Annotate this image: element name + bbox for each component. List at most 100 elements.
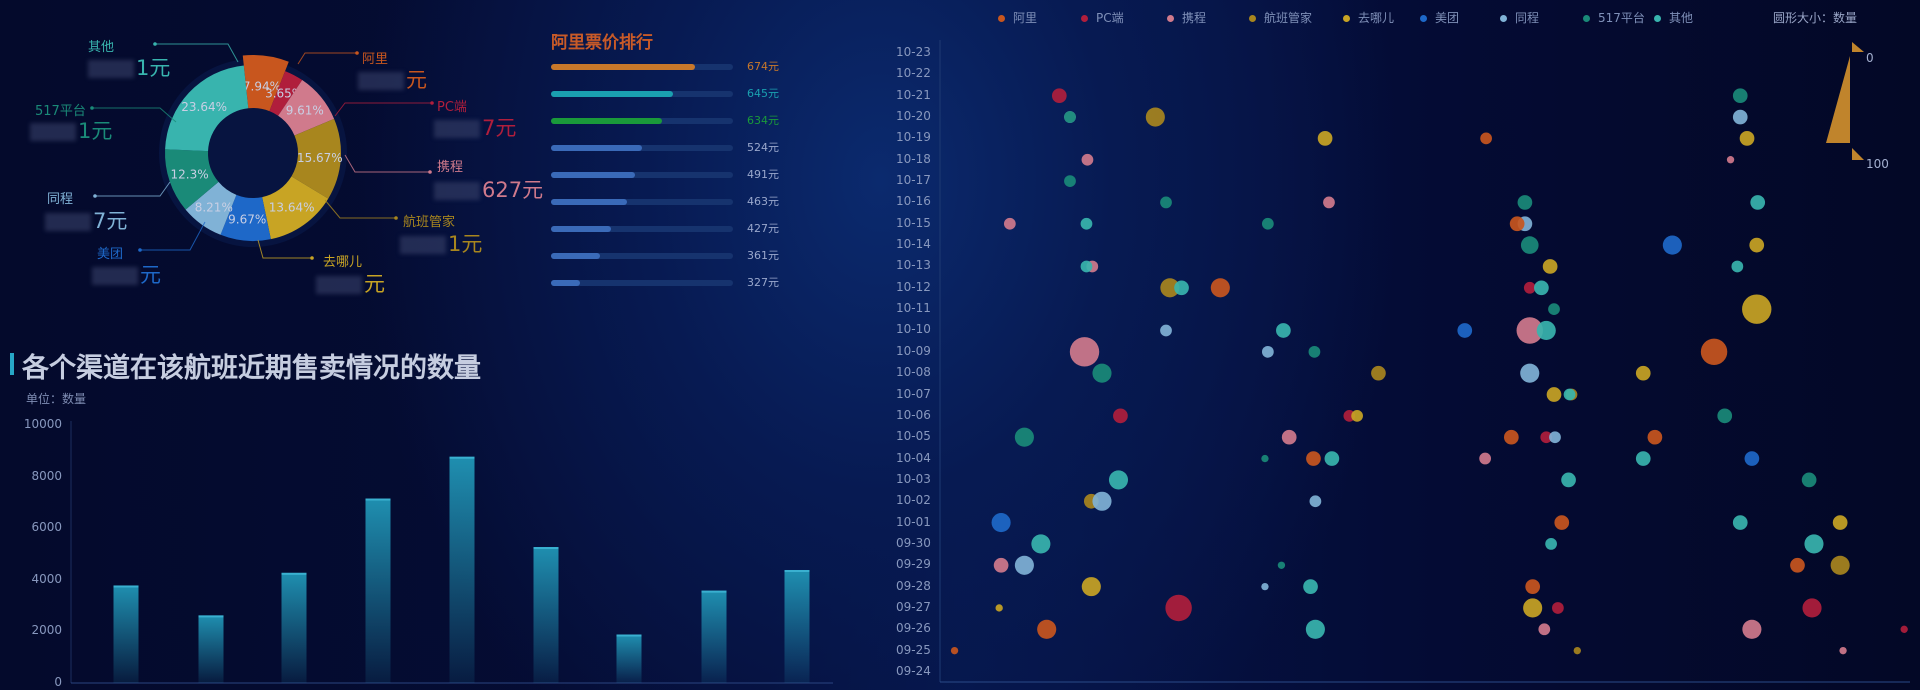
bubble-携程[interactable]	[1538, 623, 1551, 636]
bubble-航班管家[interactable]	[1573, 646, 1581, 655]
legend-item-航班管家[interactable]: 航班管家	[1249, 9, 1312, 26]
bubble-517平台[interactable]	[1801, 472, 1817, 488]
bubble-阿里[interactable]	[1700, 338, 1728, 366]
bubble-阿里[interactable]	[1037, 619, 1057, 639]
donut-slice-阿里[interactable]	[242, 54, 289, 112]
bubble-去哪儿[interactable]	[1832, 515, 1848, 530]
donut-slice-其他[interactable]	[165, 65, 249, 152]
bar[interactable]	[784, 569, 810, 683]
bubble-其他[interactable]	[1635, 451, 1651, 466]
bubble-其他[interactable]	[1031, 534, 1051, 554]
bubble-其他[interactable]	[1536, 320, 1556, 341]
bubble-其他[interactable]	[1108, 470, 1129, 490]
bubble-去哪儿[interactable]	[1635, 365, 1651, 381]
bar[interactable]	[113, 585, 139, 683]
bubble-携程[interactable]	[1003, 217, 1016, 230]
donut-slice-517平台[interactable]	[165, 149, 219, 210]
bubble-美团[interactable]	[1744, 451, 1760, 466]
bubble-阿里[interactable]	[1554, 515, 1570, 530]
bubble-其他[interactable]	[1080, 260, 1093, 273]
bubble-携程[interactable]	[1479, 452, 1492, 465]
legend-item-携程[interactable]: 携程	[1167, 9, 1206, 26]
bar[interactable]	[616, 634, 642, 683]
bubble-517平台[interactable]	[1517, 195, 1533, 210]
bubble-PC端[interactable]	[1540, 431, 1553, 444]
bubble-阿里[interactable]	[1509, 216, 1525, 232]
bubble-携程[interactable]	[1726, 156, 1735, 164]
bubble-阿里[interactable]	[1647, 429, 1663, 445]
size-legend-handle-bottom[interactable]	[1852, 148, 1864, 160]
bubble-517平台[interactable]	[1261, 454, 1269, 463]
bubble-517平台[interactable]	[1548, 303, 1560, 316]
bubble-去哪儿[interactable]	[1542, 259, 1558, 274]
bubble-航班管家[interactable]	[1371, 365, 1386, 381]
donut-slice-美团[interactable]	[220, 194, 271, 242]
bubble-其他[interactable]	[1174, 280, 1189, 296]
bar[interactable]	[533, 547, 559, 683]
bubble-美团[interactable]	[1457, 323, 1473, 338]
bubble-去哪儿[interactable]	[1317, 131, 1333, 146]
bar[interactable]	[701, 590, 727, 683]
bubble-去哪儿[interactable]	[1546, 387, 1562, 402]
bubble-PC端[interactable]	[1552, 602, 1564, 614]
bar[interactable]	[281, 572, 307, 683]
bubble-PC端[interactable]	[1802, 598, 1822, 618]
legend-item-阿里[interactable]: 阿里	[998, 9, 1037, 26]
legend-item-同程[interactable]: 同程	[1500, 9, 1539, 26]
legend-item-PC端[interactable]: PC端	[1081, 9, 1124, 26]
bubble-同程[interactable]	[1160, 324, 1172, 337]
bubble-其他[interactable]	[1731, 260, 1744, 273]
bubble-同程[interactable]	[1549, 431, 1561, 444]
bubble-去哪儿[interactable]	[1742, 294, 1772, 324]
bubble-同程[interactable]	[1520, 363, 1540, 383]
bubble-517平台[interactable]	[1732, 88, 1748, 104]
bubble-携程[interactable]	[1323, 196, 1335, 209]
bubble-美团[interactable]	[1662, 235, 1682, 255]
bubble-阿里[interactable]	[1306, 451, 1321, 466]
bubble-517平台[interactable]	[1717, 408, 1733, 424]
bubble-携程[interactable]	[1742, 619, 1762, 639]
bubble-航班管家[interactable]	[1145, 107, 1165, 127]
bubble-同程[interactable]	[1261, 345, 1274, 358]
bubble-航班管家[interactable]	[1830, 555, 1850, 575]
bubble-同程[interactable]	[1309, 495, 1322, 508]
bubble-517平台[interactable]	[1520, 236, 1539, 254]
bubble-去哪儿[interactable]	[1081, 577, 1101, 597]
bubble-阿里[interactable]	[1525, 579, 1541, 594]
bubble-PC端[interactable]	[1900, 625, 1908, 633]
bubble-517平台[interactable]	[1092, 363, 1112, 383]
bubble-其他[interactable]	[1545, 538, 1557, 550]
bar[interactable]	[365, 498, 391, 683]
bubble-同程[interactable]	[1014, 555, 1034, 575]
bubble-其他[interactable]	[1732, 515, 1748, 530]
bar[interactable]	[449, 456, 475, 683]
bubble-517平台[interactable]	[1014, 427, 1034, 447]
bubble-其他[interactable]	[1276, 323, 1291, 338]
bubble-517平台[interactable]	[1160, 196, 1172, 209]
donut-slice-PC端[interactable]	[269, 71, 303, 116]
bubble-其他[interactable]	[1561, 472, 1576, 488]
bar[interactable]	[198, 615, 224, 683]
bubble-阿里[interactable]	[1503, 429, 1519, 445]
bubble-去哪儿[interactable]	[1739, 131, 1755, 146]
bubble-517平台[interactable]	[1064, 175, 1076, 187]
bubble-美团[interactable]	[991, 513, 1011, 533]
size-legend-handle-top[interactable]	[1852, 42, 1864, 52]
donut-slice-携程[interactable]	[278, 80, 335, 136]
legend-item-美团[interactable]: 美团	[1420, 9, 1459, 26]
bubble-PC端[interactable]	[1051, 88, 1067, 104]
donut-slice-航班管家[interactable]	[291, 118, 341, 199]
bubble-携程[interactable]	[1081, 153, 1094, 166]
bubble-其他[interactable]	[1750, 195, 1766, 210]
bubble-阿里[interactable]	[1790, 557, 1805, 573]
legend-item-其他[interactable]: 其他	[1654, 9, 1693, 26]
bubble-阿里[interactable]	[1210, 278, 1230, 298]
bubble-去哪儿[interactable]	[1749, 237, 1765, 253]
bubble-其他[interactable]	[1804, 534, 1824, 554]
bubble-去哪儿[interactable]	[1523, 598, 1543, 618]
bubble-其他[interactable]	[1563, 388, 1576, 401]
bubble-同程[interactable]	[1261, 582, 1269, 591]
bubble-PC端[interactable]	[1523, 281, 1536, 294]
bubble-PC端[interactable]	[1113, 408, 1128, 424]
bubble-同程[interactable]	[1732, 109, 1748, 125]
